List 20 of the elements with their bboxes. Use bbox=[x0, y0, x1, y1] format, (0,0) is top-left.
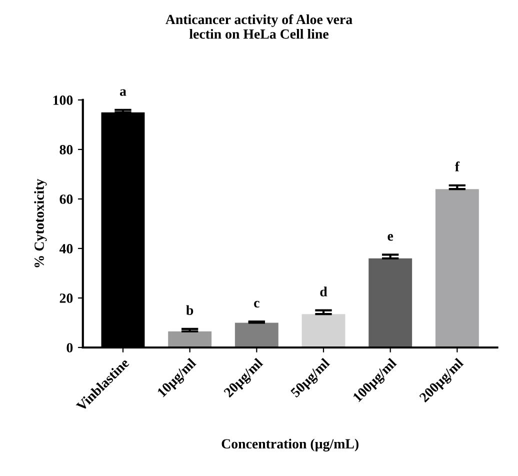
y-tick-label: 100 bbox=[53, 96, 73, 105]
bar bbox=[234, 322, 278, 348]
y-tick-label: 20 bbox=[60, 294, 73, 303]
y-tick-label: 60 bbox=[60, 194, 73, 204]
bar bbox=[302, 314, 346, 348]
bar bbox=[368, 258, 412, 348]
bar bbox=[168, 331, 212, 348]
y-tick-label: 40 bbox=[59, 244, 73, 254]
annotation: e bbox=[388, 234, 394, 241]
y-axis-title: % Cytotoxicity bbox=[34, 178, 47, 268]
x-axis-title: Concentration (µg/mL) bbox=[222, 438, 358, 452]
annotation: b bbox=[186, 305, 194, 315]
y-tick-label: 0 bbox=[66, 343, 73, 352]
annotation: d bbox=[320, 286, 328, 296]
text: a bbox=[120, 89, 126, 96]
bar bbox=[435, 189, 479, 348]
chart-title: Anticancer activity of Aloe vera lectin on HeLa Cell line bbox=[166, 14, 352, 39]
annotation: c bbox=[254, 300, 260, 308]
annotation: f bbox=[454, 162, 460, 172]
y-tick-label: 80 bbox=[60, 145, 73, 154]
